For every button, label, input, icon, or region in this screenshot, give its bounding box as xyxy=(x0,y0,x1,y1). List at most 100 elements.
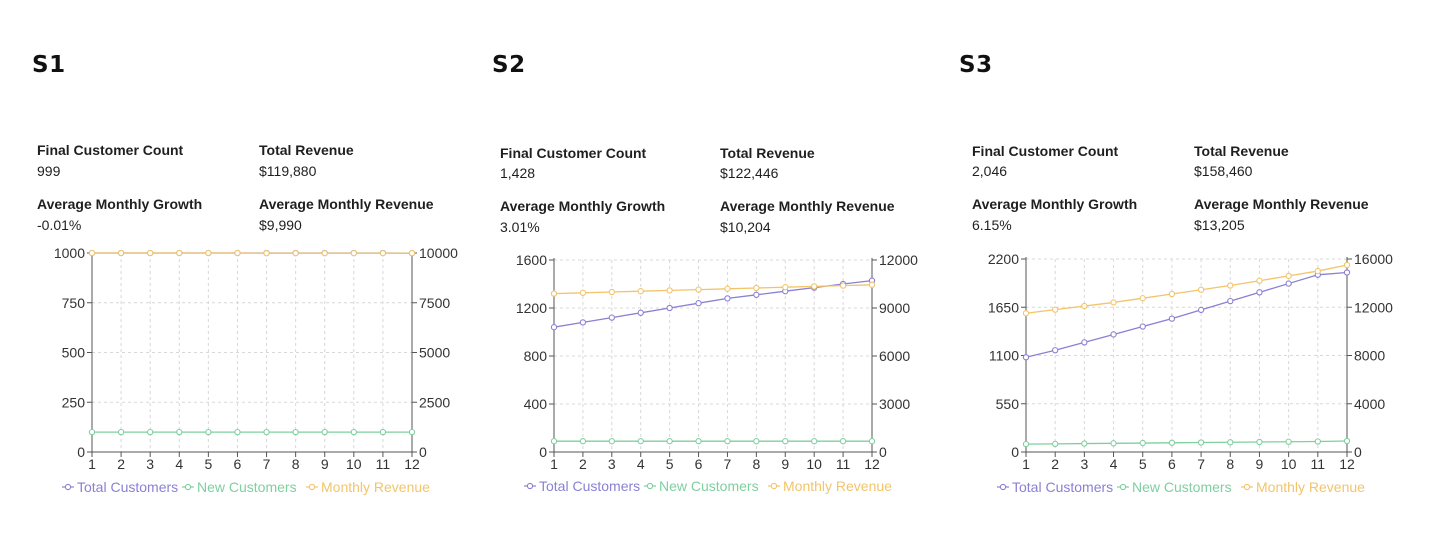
legend-label: Monthly Revenue xyxy=(783,478,892,494)
avg-monthly-revenue-label: Average Monthly Revenue xyxy=(720,198,895,214)
legend-item-monthly-revenue: Monthly Revenue xyxy=(1241,479,1365,495)
y-left-tick-label: 0 xyxy=(539,444,547,460)
new-customers-point xyxy=(1052,440,1059,447)
monthly-revenue-point xyxy=(1197,286,1205,293)
x-tick-label: 9 xyxy=(781,456,789,472)
y-right-tick-label: 7500 xyxy=(419,295,450,311)
x-tick-label: 9 xyxy=(321,456,329,472)
monthly-revenue-series xyxy=(1022,261,1351,317)
x-tick-label: 6 xyxy=(695,456,703,472)
total-customers-point xyxy=(637,309,644,316)
monthly-revenue-point xyxy=(782,284,789,291)
y-left-tick-label: 250 xyxy=(62,394,86,410)
new-customers-point xyxy=(1139,439,1146,447)
x-tick-label: 1 xyxy=(1022,456,1030,472)
y-right-tick-label: 4000 xyxy=(1354,396,1385,412)
y-left-tick-label: 1200 xyxy=(516,300,547,316)
new-customers-point xyxy=(1343,437,1351,445)
monthly-revenue-point xyxy=(1110,299,1117,306)
avg-monthly-revenue-label: Average Monthly Revenue xyxy=(259,196,434,212)
legend-item-total-customers: Total Customers xyxy=(524,478,640,494)
x-tick-label: 10 xyxy=(1281,456,1297,472)
legend-marker-swatch xyxy=(184,483,192,491)
legend-marker-swatch xyxy=(1119,483,1127,491)
x-tick-label: 7 xyxy=(263,456,271,472)
total-revenue-label: Total Revenue xyxy=(720,145,815,161)
new-customers-point xyxy=(1168,439,1176,446)
avg-monthly-growth-label: Average Monthly Growth xyxy=(500,198,666,214)
new-customers-series xyxy=(1022,437,1351,448)
legend-marker-swatch xyxy=(646,482,654,490)
monthly-revenue-point xyxy=(379,250,387,257)
total-customers-point xyxy=(1256,289,1263,296)
y-left-tick-label: 1650 xyxy=(988,299,1019,315)
new-customers-point xyxy=(1022,440,1030,448)
total-customers-point xyxy=(579,319,587,326)
new-customers-point xyxy=(379,428,387,436)
total-customers-point xyxy=(1227,297,1234,305)
legend-label: New Customers xyxy=(1132,479,1232,495)
legend-item-new-customers: New Customers xyxy=(1117,479,1232,495)
scenario-panel-s3: S3 Final Customer Count 2,046 Total Reve… xyxy=(927,0,1393,556)
new-customers-point xyxy=(350,428,357,436)
new-customers-point xyxy=(117,428,125,436)
monthly-revenue-point xyxy=(1285,272,1292,280)
avg-monthly-growth-value: -0.01% xyxy=(37,217,82,233)
y-right-tick-label: 5000 xyxy=(419,345,450,361)
new-customers-point xyxy=(1110,440,1117,447)
y-left-tick-label: 2200 xyxy=(988,251,1019,267)
new-customers-point xyxy=(666,438,673,445)
monthly-revenue-point xyxy=(350,250,357,257)
y-left-tick-label: 800 xyxy=(524,348,548,364)
monthly-revenue-point xyxy=(724,285,731,292)
x-tick-label: 3 xyxy=(608,456,616,472)
monthly-revenue-point xyxy=(292,250,299,257)
chart-legend: Total Customers New Customers Monthly Reve… xyxy=(62,479,430,495)
monthly-revenue-point xyxy=(88,249,96,257)
avg-monthly-growth-label: Average Monthly Growth xyxy=(972,196,1138,212)
monthly-revenue-point xyxy=(117,249,125,257)
monthly-revenue-point xyxy=(321,250,328,257)
x-tick-label: 10 xyxy=(806,456,822,472)
new-customers-point xyxy=(1256,438,1263,446)
legend-label: New Customers xyxy=(659,478,759,494)
monthly-revenue-point xyxy=(1168,290,1176,298)
final-customer-count-label: Final Customer Count xyxy=(500,145,647,161)
scenario-title: S3 xyxy=(959,52,993,78)
monthly-revenue-point xyxy=(1256,277,1263,284)
new-customers-point xyxy=(868,438,876,445)
y-right-tick-label: 0 xyxy=(879,444,887,460)
x-tick-label: 4 xyxy=(1110,456,1118,472)
total-customers-point xyxy=(724,295,731,302)
y-right-tick-label: 0 xyxy=(419,444,427,460)
monthly-revenue-point xyxy=(147,249,154,257)
x-tick-label: 2 xyxy=(117,456,125,472)
y-left-tick-label: 1000 xyxy=(54,245,85,261)
x-tick-label: 12 xyxy=(864,456,880,472)
legend-marker-swatch xyxy=(1243,483,1251,491)
total-customers-point xyxy=(753,291,760,298)
x-tick-label: 12 xyxy=(404,456,420,472)
new-customers-point xyxy=(608,438,615,445)
new-customers-point xyxy=(695,438,702,445)
x-tick-label: 5 xyxy=(204,456,212,472)
monthly-revenue-point xyxy=(811,283,818,290)
total-customers-point xyxy=(1081,339,1088,346)
monthly-revenue-point xyxy=(1081,302,1088,310)
y-right-tick-label: 10000 xyxy=(419,245,458,261)
monthly-revenue-point xyxy=(1022,310,1030,317)
y-left-tick-label: 400 xyxy=(524,396,548,412)
total-customers-point xyxy=(550,324,558,331)
y-left-tick-label: 750 xyxy=(62,295,86,311)
x-tick-label: 11 xyxy=(1311,456,1326,472)
new-customers-point xyxy=(1197,439,1205,446)
new-customers-point xyxy=(753,438,760,445)
new-customers-point xyxy=(724,438,731,445)
x-tick-label: 6 xyxy=(1168,456,1176,472)
legend-item-total-customers: Total Customers xyxy=(62,479,178,495)
monthly-revenue-point xyxy=(550,290,558,297)
total-revenue-value: $119,880 xyxy=(259,163,317,179)
